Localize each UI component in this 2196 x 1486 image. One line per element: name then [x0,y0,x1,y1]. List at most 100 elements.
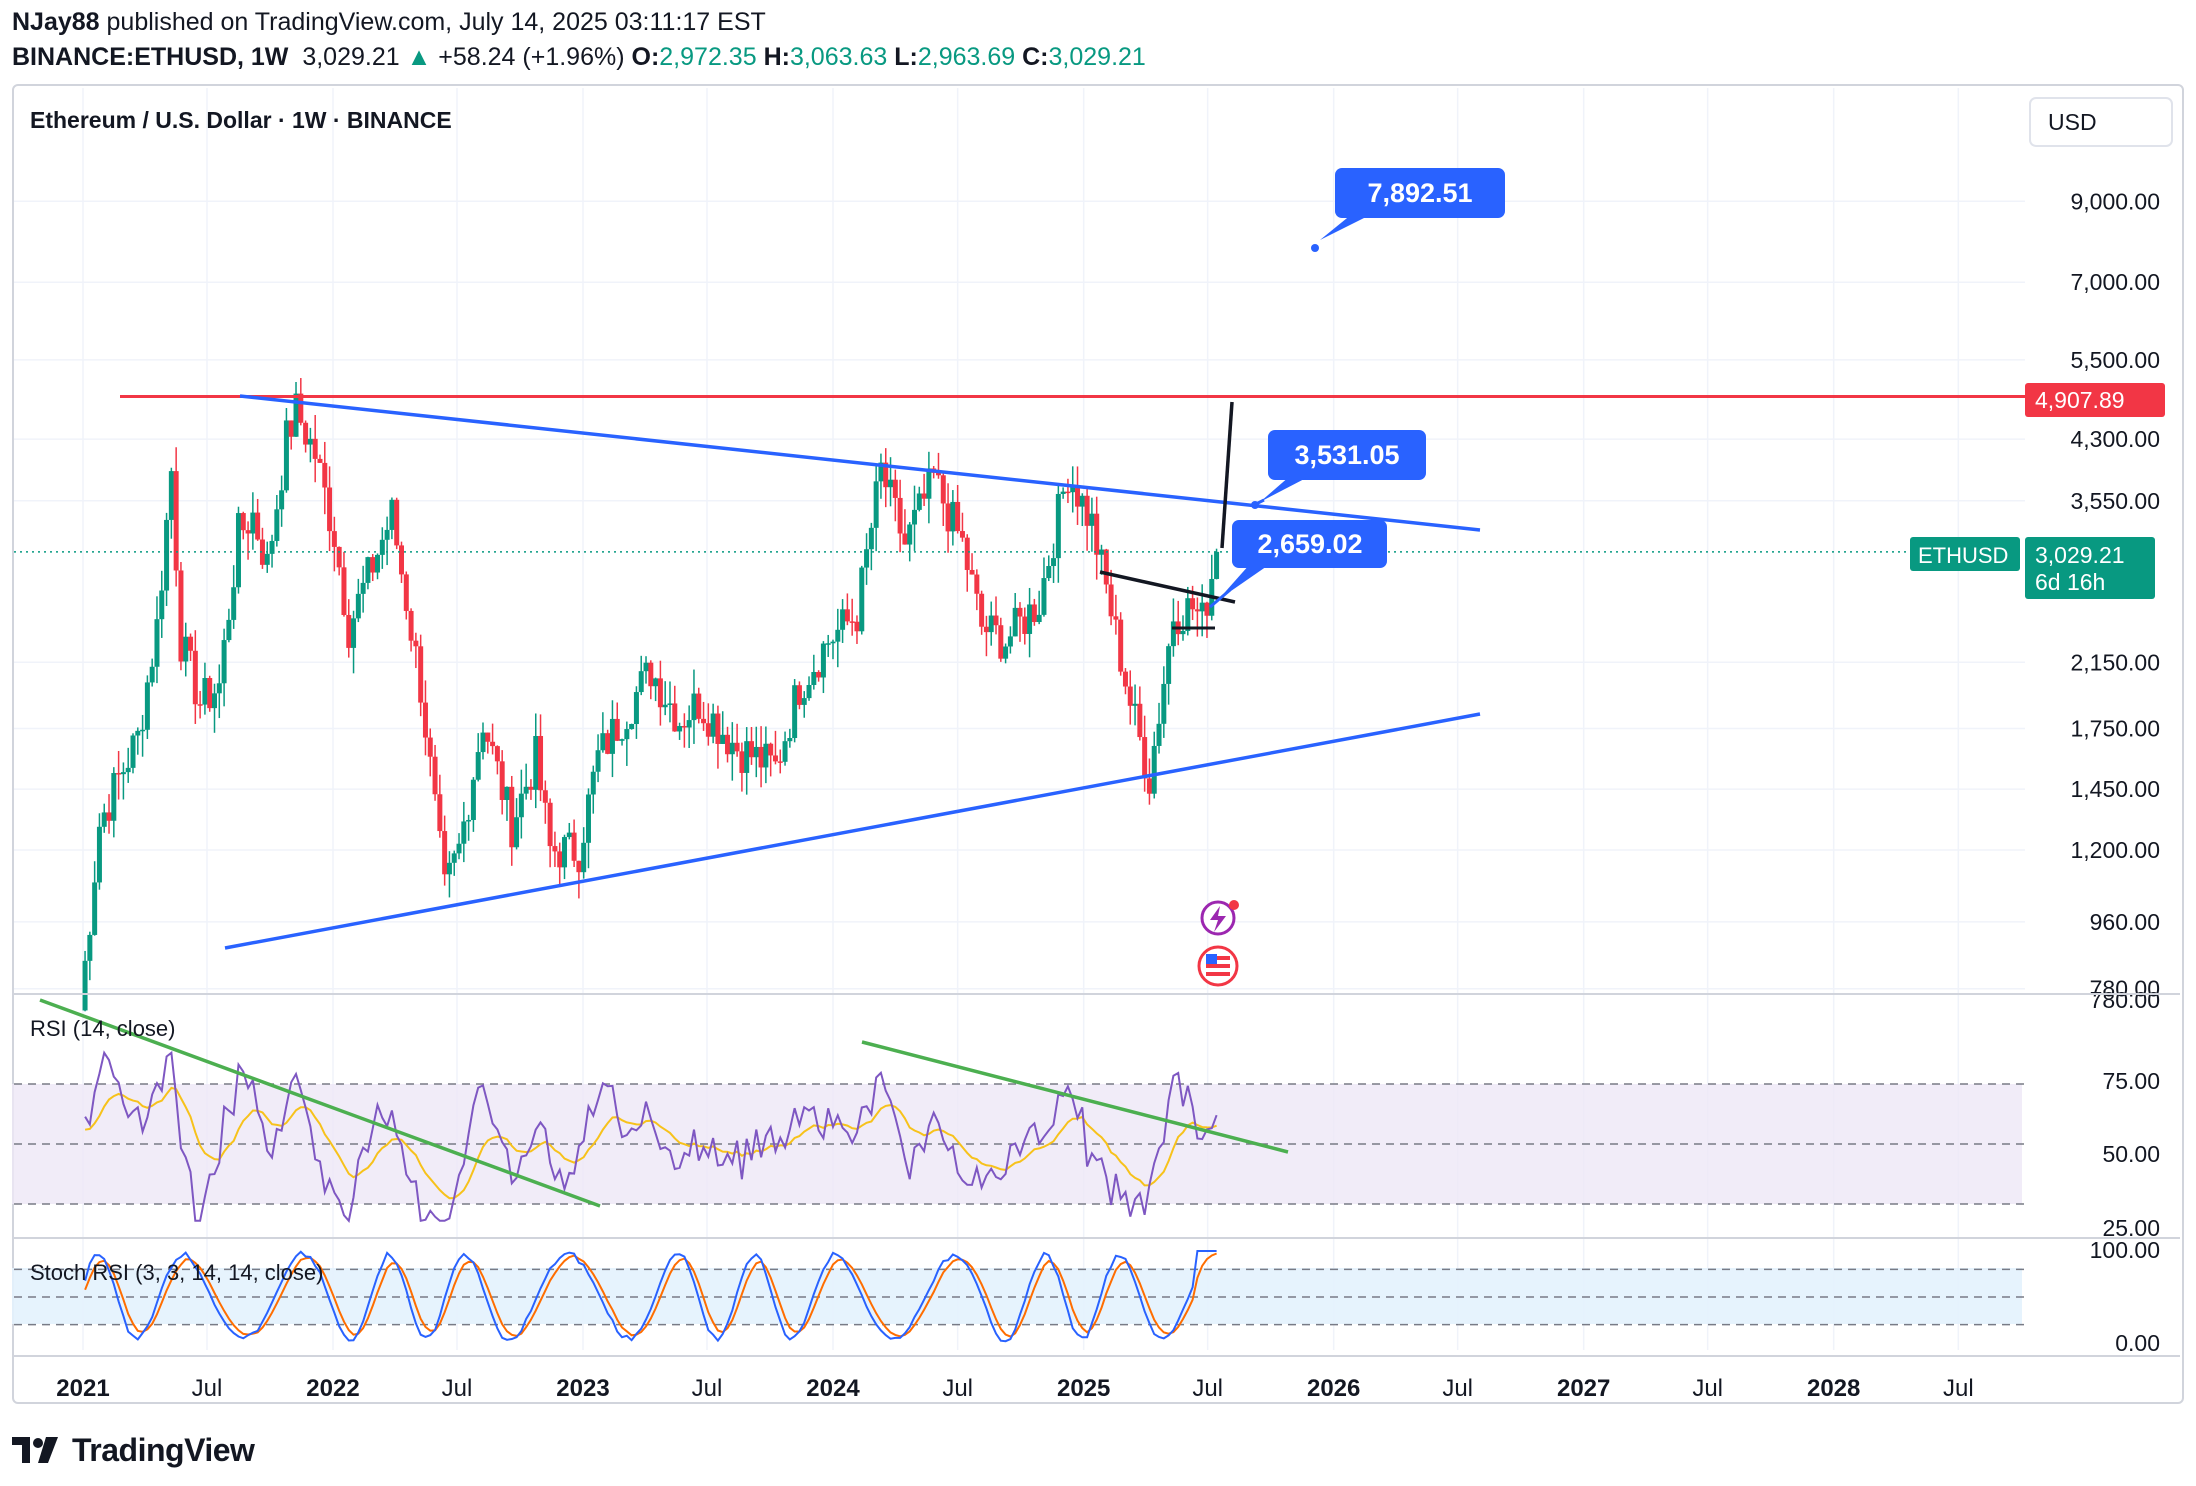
candle-body [955,501,961,532]
tradingview-logo[interactable]: TradingView [12,1430,255,1470]
candle-body [192,650,198,705]
candle-body [87,934,93,961]
candle-body [753,746,759,758]
candle-body [413,640,419,647]
price-tick-label: 2,150.00 [2070,649,2160,675]
rsi-trendline [861,1040,1289,1154]
candle-body [720,734,726,744]
candle-body [226,619,232,641]
currency-button[interactable]: USD [2029,97,2173,147]
candle-body [1151,745,1157,794]
candle-body [245,530,251,534]
candle-body [945,503,951,532]
candle-body [902,533,908,545]
candle-body [188,636,194,651]
price-tick-label: 4,300.00 [2070,426,2160,452]
callout-trendline[interactable]: 3,531.05 [1260,430,1426,502]
candle-body [619,739,625,741]
candle-body [149,666,155,683]
rsi-tick-label: 50.00 [2102,1141,2160,1167]
candle-body [912,509,918,525]
time-tick-label: Jul [1692,1375,1723,1402]
candle-body [533,735,539,790]
candle-body [274,509,280,541]
candle-body [437,794,443,832]
candle-body [552,846,558,852]
candle-body [701,718,707,724]
candle-body [1122,671,1128,687]
stoch-band [12,1268,2022,1324]
candle-body [806,684,812,699]
callout-target[interactable]: 7,892.51 [1320,168,1505,240]
candle-body [763,743,769,768]
stoch-tick-label: 100.00 [2090,1237,2160,1263]
author-name[interactable]: NJay88 [12,8,100,36]
candle-body [1065,491,1071,494]
candle-body [144,682,150,730]
rsi-label: RSI (14, close) [30,1016,176,1041]
candle-body [571,832,577,861]
rsi-tick-label: 780.00 [2090,987,2160,1013]
candle-body [629,724,635,730]
publish-text: published on TradingView.com, July 14, 2… [106,8,766,36]
callout-target-text: 7,892.51 [1367,178,1472,208]
time-tick-label: Jul [192,1375,223,1402]
callout-breakout-text: 2,659.02 [1257,529,1362,559]
candle-body [178,570,184,662]
candle-body [279,490,285,510]
candle-body [461,821,467,844]
candle-body [830,641,836,644]
candle-body [854,621,860,632]
price-tick-label: 780.00 [2090,976,2160,1002]
candle-body [403,574,409,611]
candle-body [250,512,256,534]
ascending-trendline [224,712,1481,950]
us-flag-event-icon[interactable] [1197,945,1239,987]
candle-body [331,531,337,547]
stoch-pane: 100.00 0.00 [14,1237,2160,1356]
candle-body [355,593,361,619]
candle-body [542,790,548,803]
candle-body [394,499,400,546]
callout-breakout[interactable]: 2,659.02 [1218,520,1387,600]
price-tick-label: 5,500.00 [2070,347,2160,373]
candle-body [221,640,227,684]
candle-body [504,786,510,800]
candle-body [173,471,179,571]
tradingview-wordmark: TradingView [72,1431,255,1468]
candle-body [888,479,894,488]
candle-body [360,582,366,594]
candle-body [470,779,476,820]
currency-label: USD [2048,109,2097,135]
candle-body [365,557,371,583]
candle-body [1079,495,1085,507]
descending-trendline [239,394,1481,532]
candle-body [370,557,376,573]
rsi-pane: 780.00 75.00 50.00 25.00 [14,987,2160,1241]
candle-body [576,860,582,873]
candle-body [451,853,457,863]
candle-body [1108,584,1114,617]
candle-body [964,537,970,570]
candle-body [528,786,534,790]
stoch-tick-label: 0.00 [2115,1330,2160,1356]
candle-body [916,493,922,510]
candle-body [873,481,879,528]
candle-body [207,678,213,709]
candle-body [312,438,318,459]
time-tick-label: 2024 [806,1375,860,1402]
symbol-info: BINANCE:ETHUSD, 1W 3,029.21 ▲ +58.24 (+1… [12,43,1146,72]
high-value: 3,063.63 [789,43,888,71]
candle-body [442,831,448,875]
candle-body [154,619,160,667]
candle-body [633,692,639,725]
candle-body [418,646,424,703]
candle-body [768,743,774,756]
candle-body [926,468,932,499]
lightning-event-icon[interactable] [1200,900,1239,936]
candle-body [427,737,433,757]
candle-body [787,738,793,742]
candle-body [490,741,496,747]
candle-body [518,793,524,818]
